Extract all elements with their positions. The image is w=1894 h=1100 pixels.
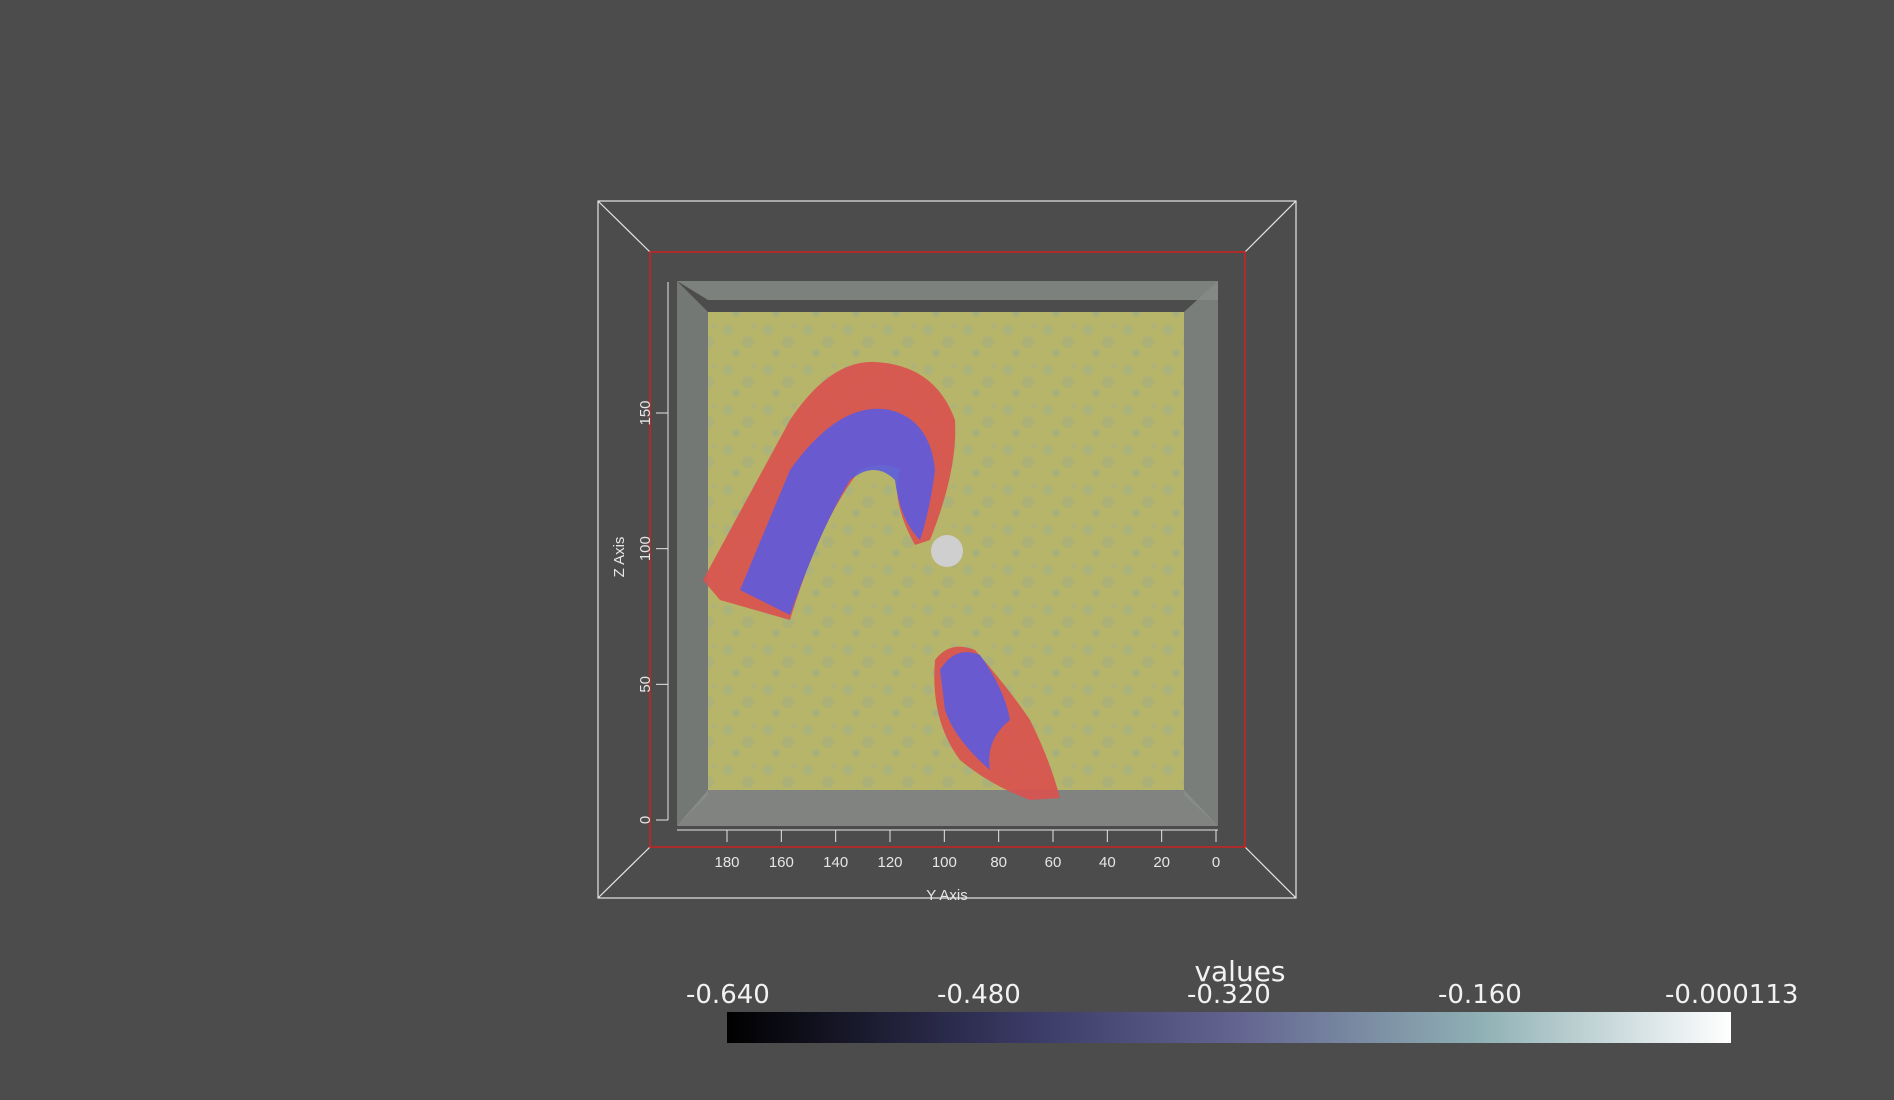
y-tick-label: 60 <box>1045 854 1062 871</box>
lower-isosurface <box>934 646 1060 800</box>
z-tick-label: 150 <box>637 400 654 425</box>
sphere-marker[interactable] <box>931 535 963 567</box>
y-tick-label: 40 <box>1099 854 1116 871</box>
z-axis-title: Z Axis <box>611 537 628 578</box>
y-tick-label: 100 <box>932 854 957 871</box>
z-tick-label: 50 <box>637 676 654 693</box>
bounding-box-outline <box>597 200 1297 899</box>
y-tick-label: 80 <box>990 854 1007 871</box>
y-tick-label: 120 <box>877 854 902 871</box>
y-axis: 180 160 140 120 100 80 60 40 20 0 Y Axis <box>677 829 1220 904</box>
z-tick-label: 0 <box>637 816 654 824</box>
colorbar-gradient <box>727 1012 1731 1043</box>
y-tick-label: 160 <box>769 854 794 871</box>
clip-box-outline[interactable] <box>649 251 1246 848</box>
y-tick-label: 140 <box>823 854 848 871</box>
z-axis-ticks: 0 50 100 150 <box>637 400 668 824</box>
y-tick-label: 20 <box>1153 854 1170 871</box>
z-tick-label: 100 <box>637 536 654 561</box>
colorbar-tick-4: -0.000113 <box>1665 980 1799 1010</box>
y-axis-title: Y Axis <box>926 887 967 904</box>
colorbar-title: values <box>1194 955 1286 988</box>
colorbar-tick-0: -0.640 <box>686 980 770 1010</box>
colorbar-tick-1: -0.480 <box>937 980 1021 1010</box>
y-tick-label: 180 <box>714 854 739 871</box>
y-tick-label: 0 <box>1212 854 1220 871</box>
colorbar-tick-3: -0.160 <box>1438 980 1522 1010</box>
colorbar-tick-2: -0.320 <box>1187 980 1271 1010</box>
upper-isosurface <box>703 361 956 620</box>
z-axis: 0 50 100 150 Z Axis <box>611 282 669 824</box>
axes-grid-walls <box>677 281 1218 826</box>
y-axis-ticks: 180 160 140 120 100 80 60 40 20 0 <box>714 830 1220 871</box>
